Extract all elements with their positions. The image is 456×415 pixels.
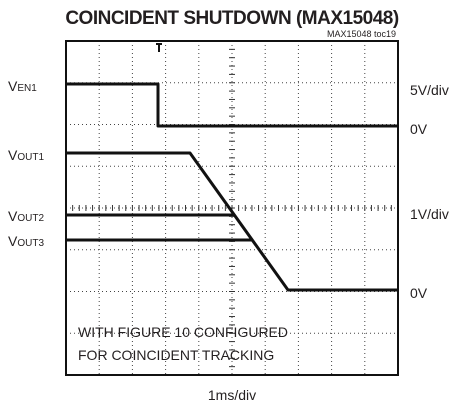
scale-label: 5V/div — [410, 82, 449, 98]
scale-label: 1V/div — [410, 206, 449, 222]
channel-sub: OUT2 — [17, 213, 44, 224]
zero-label: 0V — [410, 121, 428, 137]
channel-label: VOUT1 — [8, 147, 44, 163]
trace-ven1 — [66, 82, 398, 128]
plot-frame — [65, 40, 399, 376]
channel-symbol: V — [8, 208, 18, 224]
channel-sub: OUT3 — [17, 238, 44, 249]
title: COINCIDENT SHUTDOWN (MAX15048) — [65, 8, 399, 29]
note-line: WITH FIGURE 10 CONFIGURED — [78, 324, 288, 340]
zero-label: 0V — [410, 285, 428, 301]
channel-sub: EN1 — [17, 83, 37, 94]
channel-symbol: V — [8, 233, 18, 249]
channel-label: VEN1 — [8, 78, 37, 94]
note-line: FOR COINCIDENT TRACKING — [78, 347, 274, 363]
x-scale-label: 1ms/div — [208, 387, 256, 403]
trigger-marker — [156, 43, 162, 52]
figure-id: MAX15048 toc19 — [327, 29, 396, 39]
channel-symbol: V — [8, 78, 18, 94]
trace-vout1 — [66, 151, 398, 292]
channel-sub: OUT1 — [17, 152, 44, 163]
channel-label: VOUT3 — [8, 233, 44, 249]
channel-label: VOUT2 — [8, 208, 44, 224]
channel-symbol: V — [8, 147, 18, 163]
